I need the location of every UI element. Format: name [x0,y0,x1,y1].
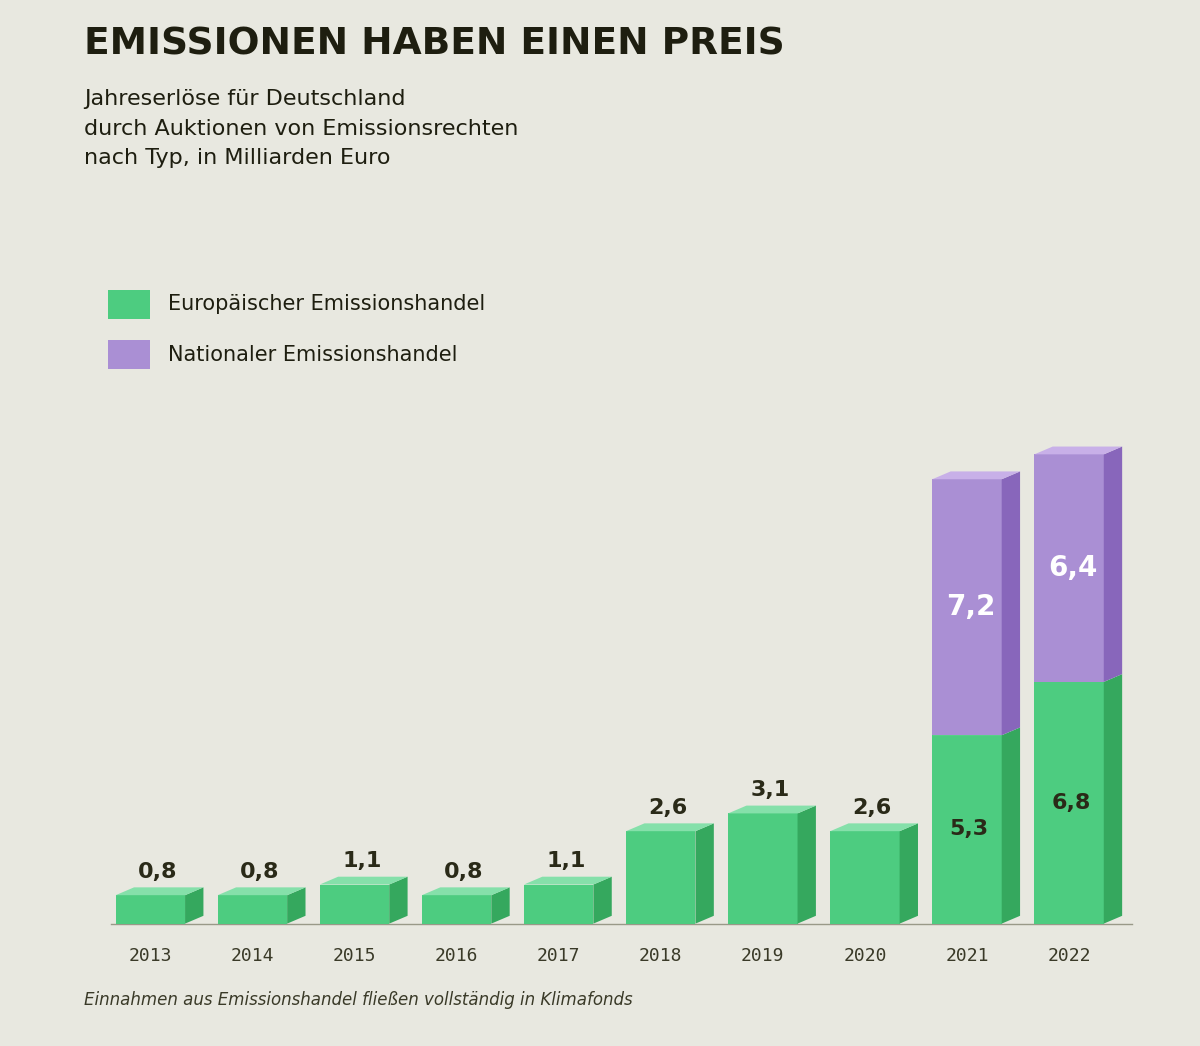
Text: Jahreserlöse für Deutschland
durch Auktionen von Emissionsrechten
nach Typ, in M: Jahreserlöse für Deutschland durch Aukti… [84,89,518,168]
Polygon shape [422,887,510,895]
Text: 2,6: 2,6 [648,798,688,818]
Polygon shape [1034,454,1104,682]
Text: 6,4: 6,4 [1049,554,1098,583]
Polygon shape [626,823,714,832]
Text: 2013: 2013 [128,947,172,964]
Text: 5,3: 5,3 [949,819,989,840]
Polygon shape [626,832,696,924]
Polygon shape [422,895,491,924]
Polygon shape [217,895,287,924]
Text: EMISSIONEN HABEN EINEN PREIS: EMISSIONEN HABEN EINEN PREIS [84,26,785,62]
Text: 2015: 2015 [332,947,377,964]
Polygon shape [320,877,408,885]
Text: 2014: 2014 [230,947,274,964]
Text: 2019: 2019 [742,947,785,964]
Polygon shape [1104,674,1122,924]
Polygon shape [932,735,1002,924]
Text: 2018: 2018 [638,947,683,964]
Polygon shape [830,823,918,832]
Polygon shape [1104,447,1122,682]
Text: 1,1: 1,1 [546,851,586,871]
Text: 6,8: 6,8 [1051,793,1091,813]
Polygon shape [217,887,306,895]
Text: 0,8: 0,8 [138,862,178,882]
Polygon shape [287,887,306,924]
Polygon shape [1034,682,1104,924]
Polygon shape [830,832,900,924]
Polygon shape [389,877,408,924]
Polygon shape [320,885,389,924]
Polygon shape [185,887,204,924]
Text: 2021: 2021 [946,947,989,964]
Polygon shape [728,814,798,924]
Polygon shape [593,877,612,924]
Polygon shape [798,805,816,924]
Text: 2020: 2020 [844,947,887,964]
Polygon shape [728,805,816,814]
Polygon shape [524,877,612,885]
Text: 7,2: 7,2 [947,593,996,621]
Polygon shape [932,472,1020,479]
Polygon shape [115,895,185,924]
Polygon shape [491,887,510,924]
Text: 2022: 2022 [1048,947,1091,964]
Polygon shape [932,479,1002,735]
Polygon shape [1034,674,1122,682]
Polygon shape [932,727,1020,735]
Text: 2,6: 2,6 [853,798,892,818]
Text: 0,8: 0,8 [444,862,484,882]
Polygon shape [1002,472,1020,735]
Text: Europäischer Emissionshandel: Europäischer Emissionshandel [168,294,485,315]
Text: 3,1: 3,1 [750,780,790,800]
Polygon shape [524,885,593,924]
Text: 2017: 2017 [536,947,581,964]
Text: Nationaler Emissionshandel: Nationaler Emissionshandel [168,344,457,365]
Text: 0,8: 0,8 [240,862,280,882]
Polygon shape [696,823,714,924]
Polygon shape [900,823,918,924]
Text: 2016: 2016 [434,947,479,964]
Polygon shape [1034,447,1122,454]
Text: Einnahmen aus Emissionshandel fließen vollständig in Klimafonds: Einnahmen aus Emissionshandel fließen vo… [84,992,632,1009]
Polygon shape [115,887,204,895]
Text: 1,1: 1,1 [342,851,382,871]
Polygon shape [1002,727,1020,924]
